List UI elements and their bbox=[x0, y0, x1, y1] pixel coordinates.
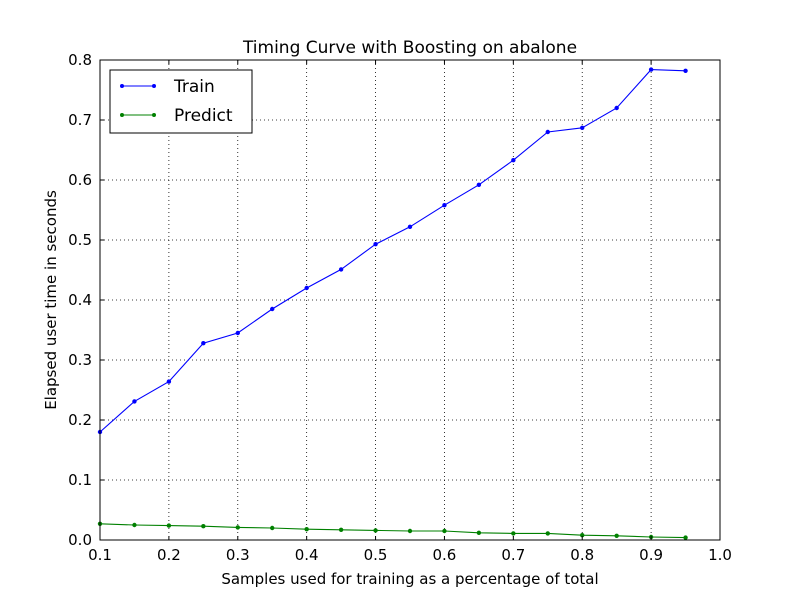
legend-train-marker bbox=[152, 84, 156, 88]
y-tick-label: 0.3 bbox=[68, 351, 92, 369]
train-data-point bbox=[304, 285, 309, 291]
train-data-point bbox=[614, 105, 619, 111]
predict-data-point bbox=[545, 531, 550, 536]
y-tick-label: 0.0 bbox=[68, 531, 92, 549]
predict-data-point bbox=[235, 525, 240, 530]
predict-data-point bbox=[476, 530, 482, 535]
x-axis-label: Samples used for training as a percentag… bbox=[221, 570, 598, 588]
train-series-line bbox=[99, 69, 686, 433]
legend: Train Predict bbox=[109, 69, 253, 134]
predict-data-point bbox=[511, 531, 516, 536]
train-data-point bbox=[683, 68, 688, 74]
y-tick-label: 0.7 bbox=[68, 111, 92, 129]
predict-series-line bbox=[99, 523, 686, 539]
predict-data-point bbox=[338, 527, 344, 532]
x-tick-label: 0.9 bbox=[639, 546, 663, 564]
legend-train-marker bbox=[120, 84, 124, 88]
y-axis-label: Elapsed user time in seconds bbox=[42, 190, 60, 410]
train-data-point bbox=[235, 330, 240, 336]
train-data-point bbox=[132, 399, 137, 404]
axis-ticks: 0.1 0.2 0.3 0.4 0.5 0.6 0.7 0.8 0.9 1.00.00.10.20… bbox=[68, 51, 732, 564]
train-data-point bbox=[442, 203, 447, 208]
predict-data-point bbox=[683, 535, 688, 540]
x-tick-label: 0.3 bbox=[226, 546, 250, 564]
train-data-point bbox=[270, 306, 275, 312]
train-data-point bbox=[373, 242, 378, 247]
train-data-point bbox=[580, 125, 585, 130]
grid-lines bbox=[100, 60, 720, 540]
x-tick-label: 0.1 bbox=[88, 546, 112, 564]
train-data-point bbox=[166, 379, 172, 384]
train-data-point bbox=[545, 129, 550, 135]
x-tick-label: 0.2 bbox=[157, 546, 181, 564]
train-data-point bbox=[476, 182, 482, 187]
y-tick-label: 0.2 bbox=[68, 411, 92, 429]
legend-box bbox=[109, 69, 253, 134]
x-tick-label: 0.6 bbox=[433, 546, 457, 564]
train-data-point bbox=[338, 267, 344, 272]
y-tick-label: 0.6 bbox=[68, 171, 92, 189]
predict-data-point bbox=[407, 528, 413, 534]
x-tick-label: 0.5 bbox=[364, 546, 388, 564]
x-tick-label: 0.4 bbox=[295, 546, 319, 564]
legend-predict-label: Predict bbox=[174, 106, 233, 126]
train-data-point bbox=[511, 158, 516, 163]
train-data-point bbox=[648, 67, 654, 72]
legend-train-label: Train bbox=[173, 77, 215, 97]
series-layer bbox=[97, 67, 688, 540]
predict-data-point bbox=[614, 533, 619, 538]
train-data-point bbox=[201, 341, 206, 346]
predict-data-point bbox=[580, 533, 585, 538]
predict-data-point bbox=[201, 524, 206, 529]
predict-data-point bbox=[270, 525, 275, 531]
y-tick-label: 0.4 bbox=[68, 291, 92, 309]
predict-data-point bbox=[304, 527, 309, 532]
x-tick-label: 0.7 bbox=[501, 546, 525, 564]
predict-data-point bbox=[442, 528, 447, 534]
predict-data-point bbox=[166, 523, 172, 528]
predict-data-point bbox=[132, 522, 137, 528]
y-tick-label: 0.8 bbox=[68, 51, 92, 69]
legend-predict-marker bbox=[152, 113, 156, 117]
x-tick-label: 1.0 bbox=[708, 546, 732, 564]
predict-data-point bbox=[373, 528, 378, 533]
y-tick-label: 0.1 bbox=[68, 471, 92, 489]
chart-title: Timing Curve with Boosting on abalone bbox=[242, 38, 577, 58]
legend-predict-marker bbox=[120, 113, 124, 117]
x-tick-label: 0.8 bbox=[570, 546, 594, 564]
y-tick-label: 0.5 bbox=[68, 231, 92, 249]
train-data-point bbox=[407, 224, 413, 229]
